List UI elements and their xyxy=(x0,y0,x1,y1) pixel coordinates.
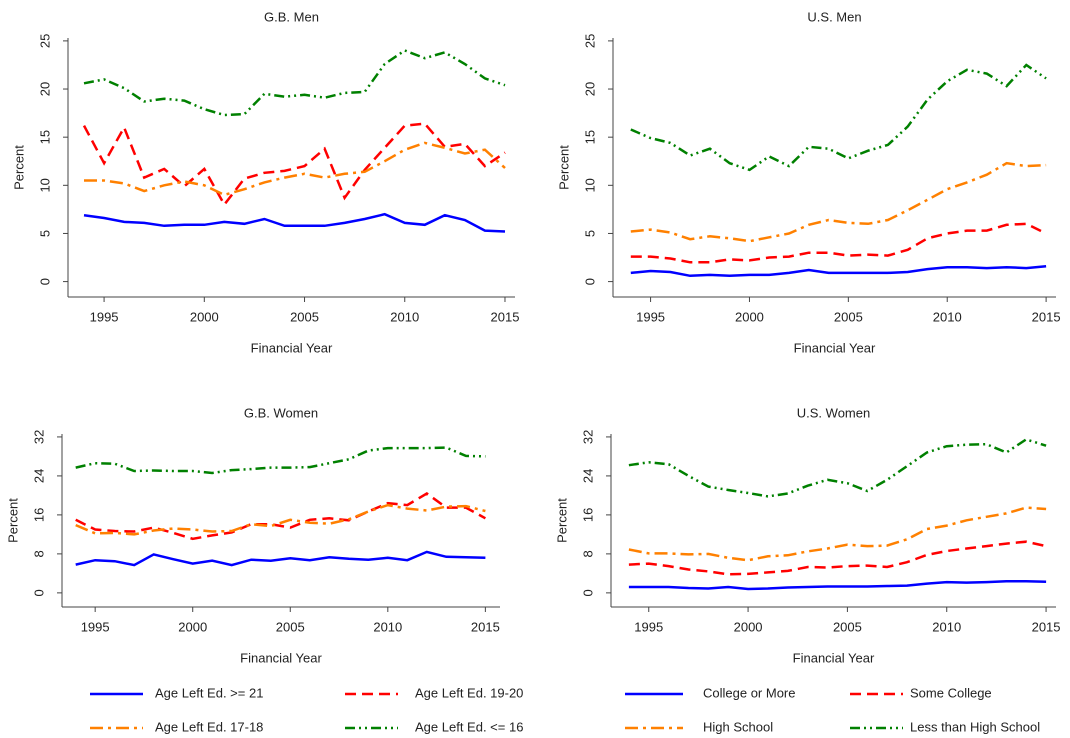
x-tick-label: 2000 xyxy=(178,619,207,634)
series-line xyxy=(84,141,506,197)
y-tick-label: 25 xyxy=(37,34,52,48)
y-tick-label: 15 xyxy=(37,130,52,144)
y-tick-label: 16 xyxy=(580,508,595,522)
y-tick-label: 15 xyxy=(582,130,597,144)
x-tick-label: 2000 xyxy=(190,309,219,324)
y-tick-label: 5 xyxy=(37,230,52,237)
chart-title: U.S. Men xyxy=(807,9,861,24)
y-tick-label: 10 xyxy=(37,178,52,192)
x-tick-label: 2005 xyxy=(834,309,863,324)
x-axis-label: Financial Year xyxy=(251,340,333,355)
chart-title: G.B. Men xyxy=(264,9,319,24)
series-line xyxy=(630,264,1047,278)
x-tick-label: 2010 xyxy=(373,619,402,634)
y-axis-label: Percent xyxy=(554,498,569,543)
x-tick-label: 2015 xyxy=(1032,619,1061,634)
x-tick-label: 2000 xyxy=(734,619,763,634)
legend-label: Age Left Ed. >= 21 xyxy=(155,685,263,700)
y-tick-label: 20 xyxy=(582,82,597,96)
x-tick-label: 2005 xyxy=(833,619,862,634)
y-axis-label: Percent xyxy=(556,145,571,190)
y-tick-label: 24 xyxy=(31,469,46,483)
y-axis-label: Percent xyxy=(5,498,20,543)
series-line xyxy=(83,49,506,117)
legend-label: Less than High School xyxy=(910,719,1040,734)
y-tick-label: 0 xyxy=(31,589,46,596)
x-axis-label: Financial Year xyxy=(240,650,322,665)
x-tick-label: 1995 xyxy=(81,619,110,634)
y-tick-label: 0 xyxy=(37,278,52,285)
x-tick-label: 2010 xyxy=(933,309,962,324)
series-line xyxy=(630,222,1047,264)
x-tick-label: 1995 xyxy=(634,619,663,634)
series-line xyxy=(82,122,506,207)
x-tick-label: 2000 xyxy=(735,309,764,324)
x-tick-label: 2015 xyxy=(491,309,520,324)
x-axis-label: Financial Year xyxy=(794,340,876,355)
y-tick-label: 8 xyxy=(580,550,595,557)
series-line xyxy=(630,161,1047,243)
series-line xyxy=(75,503,486,536)
y-tick-label: 5 xyxy=(582,230,597,237)
legend-label: High School xyxy=(703,719,773,734)
series-line xyxy=(628,506,1047,562)
legend-label: Age Left Ed. 19-20 xyxy=(415,685,523,700)
y-tick-label: 0 xyxy=(580,589,595,596)
series-line xyxy=(630,63,1047,172)
x-tick-label: 2005 xyxy=(290,309,319,324)
x-tick-label: 1995 xyxy=(636,309,665,324)
series-line xyxy=(628,579,1047,591)
legend-label: Age Left Ed. 17-18 xyxy=(155,719,263,734)
x-tick-label: 2010 xyxy=(390,309,419,324)
y-tick-label: 0 xyxy=(582,278,597,285)
y-tick-label: 20 xyxy=(37,82,52,96)
y-tick-label: 32 xyxy=(580,430,595,444)
series-line xyxy=(75,550,486,567)
y-tick-label: 8 xyxy=(31,550,46,557)
y-tick-label: 16 xyxy=(31,508,46,522)
x-tick-label: 2015 xyxy=(471,619,500,634)
series-line xyxy=(83,212,506,233)
x-axis-label: Financial Year xyxy=(793,650,875,665)
y-tick-label: 25 xyxy=(582,34,597,48)
series-line xyxy=(75,492,487,541)
chart-title: U.S. Women xyxy=(797,405,870,420)
x-tick-label: 1995 xyxy=(90,309,119,324)
series-line xyxy=(628,540,1047,576)
y-tick-label: 32 xyxy=(31,430,46,444)
y-tick-label: 10 xyxy=(582,178,597,192)
chart-title: G.B. Women xyxy=(244,405,318,420)
x-tick-label: 2005 xyxy=(276,619,305,634)
y-tick-label: 24 xyxy=(580,469,595,483)
y-axis-label: Percent xyxy=(11,145,26,190)
x-tick-label: 2010 xyxy=(932,619,961,634)
series-line xyxy=(628,438,1047,498)
legend-label: Some College xyxy=(910,685,992,700)
legend-label: Age Left Ed. <= 16 xyxy=(415,719,523,734)
legend-label: College or More xyxy=(703,685,796,700)
series-line xyxy=(75,446,486,475)
x-tick-label: 2015 xyxy=(1032,309,1061,324)
